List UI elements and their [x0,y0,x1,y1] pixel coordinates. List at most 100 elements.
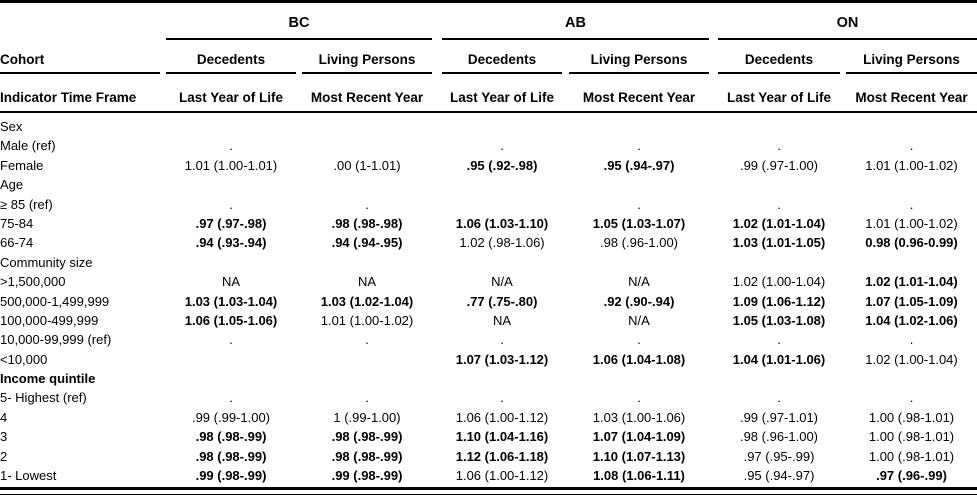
spacer [562,447,569,466]
spacer [432,272,442,291]
row-label: Age [0,177,24,193]
cell-ab-decedents: . [500,332,504,348]
row-label: >1,500,000 [0,274,66,290]
spacer [432,350,442,369]
bc-most-recent-year-header: Most Recent Year [310,90,424,105]
row-label: 4 [0,409,8,425]
spacer [709,214,718,233]
spacer [562,156,569,175]
cell-ab-decedents: 1.07 (1.03-1.12) [455,351,549,367]
cell-bc-living-persons: . [365,390,369,406]
cell-on-living-persons: 1.04 (1.02-1.06) [865,312,958,328]
section-row: Age [0,175,977,194]
cell-ab-living-persons [569,369,709,388]
on-most-recent-year-header: Most Recent Year [855,90,968,105]
cell-bc-decedents: 1.06 (1.05-1.06) [184,312,278,328]
cell-on-living-persons: 1.00 (.98-1.01) [868,429,955,445]
cell-ab-decedents [442,369,562,388]
table-row: 500,000-1,499,999 1.03 (1.03-1.04) 1.03 (1… [0,292,977,311]
cell-bc-living-persons [302,253,432,272]
cell-on-living-persons: . [909,196,914,212]
on-living-persons-header: Living Persons [846,52,977,74]
row-label: 2 [0,448,8,464]
spacer [709,253,718,272]
ab-decedents-header: Decedents [442,52,562,74]
cell-on-living-persons [846,175,977,194]
cell-on-decedents: 1.03 (1.01-1.05) [732,235,826,251]
cell-on-decedents: 1.05 (1.03-1.08) [732,312,826,328]
spacer [432,311,442,330]
spacer [709,233,718,252]
cell-ab-decedents: .95 (.92-.98) [466,157,538,173]
cell-bc-living-persons: .94 (.94-.95) [331,235,403,251]
cell-ab-living-persons: .98 (.96-1.00) [599,235,679,251]
cell-on-living-persons [846,369,977,388]
table-row: >1,500,000 NA NA N/A N/A 1.02 (1.00-1.04) 1.02… [0,272,977,291]
cell-bc-living-persons [302,350,432,369]
cell-ab-decedents [442,175,562,194]
row-label: Community size [0,254,93,270]
spacer [709,136,718,155]
row-label: 5- Highest (ref) [0,390,87,406]
spacer [709,330,718,349]
on-last-year-of-life-header: Last Year of Life [726,90,832,105]
cell-bc-living-persons: . [365,196,369,212]
spacer [432,253,442,272]
spacer [432,466,442,485]
cell-ab-living-persons: . [637,390,641,406]
cell-bc-decedents [166,369,296,388]
cell-on-living-persons [846,253,977,272]
bottom-rules [0,487,977,496]
table-row: 75-84 .97 (.97-.98) .98 (.98-.98) 1.06 (1.0… [0,214,977,233]
cell-on-living-persons: 1.02 (1.01-1.04) [865,274,958,290]
spacer [432,330,442,349]
rule-bottom-thin [0,494,977,496]
ab-living-persons-header: Living Persons [569,52,709,74]
spacer [709,447,718,466]
cell-ab-decedents: NA [492,312,512,328]
cell-ab-living-persons [569,117,709,136]
cell-on-decedents: .95 (.94-.97) [743,468,815,484]
spacer [709,466,718,485]
spacer [432,427,442,446]
spacer [432,136,442,155]
row-label: Female [0,157,44,173]
cell-on-living-persons: 1.01 (1.00-1.02) [865,215,958,231]
cell-bc-decedents: . [229,138,233,154]
table-row: 5- Highest (ref)...... [0,388,977,407]
cell-ab-living-persons: . [637,196,641,212]
cohort-header-row: Cohort Decedents Living Persons Decedent… [0,40,977,74]
cell-ab-living-persons: 1.10 (1.07-1.13) [592,448,686,464]
spacer [562,272,569,291]
province-header-ab: AB [442,15,709,40]
timeframe-header-row: Indicator Time Frame Last Year of Life M… [0,74,977,111]
cell-ab-living-persons: 1.05 (1.03-1.07) [592,215,686,231]
cell-bc-decedents [166,350,296,369]
cell-bc-living-persons: 1.01 (1.00-1.02) [320,312,414,328]
row-label: Income quintile [0,371,96,387]
cell-ab-decedents [442,253,562,272]
cell-ab-decedents: 1.10 (1.04-1.16) [455,429,549,445]
cell-bc-decedents: . [229,332,233,348]
cell-ab-decedents: . [500,390,504,406]
cell-ab-decedents: N/A [491,274,513,290]
spacer [562,175,569,194]
cell-bc-decedents: .94 (.93-.94) [195,235,267,251]
spacer [562,136,569,155]
spacer [562,195,569,214]
cell-ab-decedents: .77 (.75-.80) [466,293,538,309]
ab-last-year-of-life-header: Last Year of Life [449,90,555,105]
section-row: Income quintile [0,369,977,388]
cell-ab-decedents [442,195,562,214]
cell-on-decedents: . [777,390,781,406]
cell-ab-living-persons: N/A [628,274,650,290]
spacer [432,195,442,214]
cell-ab-living-persons: . [637,138,641,154]
cell-on-decedents [718,253,840,272]
row-label: 100,000-499,999 [0,312,99,328]
cell-bc-living-persons [302,369,432,388]
cell-ab-living-persons [569,253,709,272]
spacer [432,175,442,194]
cell-bc-decedents: . [229,390,233,406]
on-decedents-header: Decedents [718,52,840,74]
